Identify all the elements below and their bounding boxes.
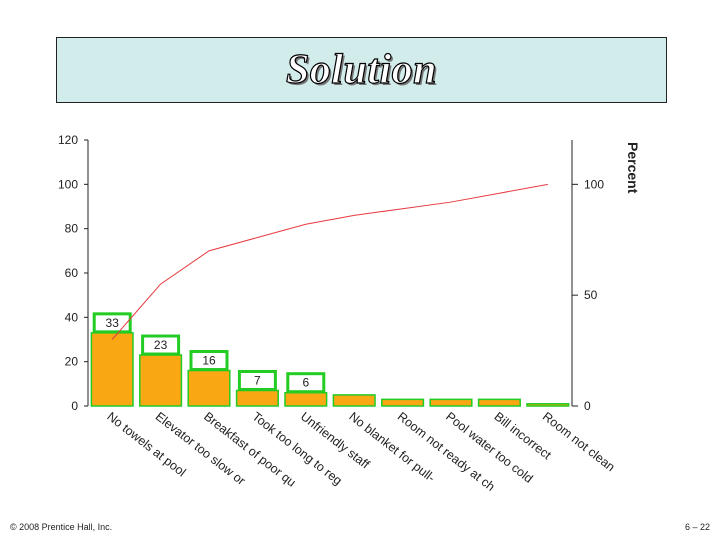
x-tick-label: Breakfast of poor qu xyxy=(201,409,298,489)
y2-tick-label: 0 xyxy=(584,399,591,413)
x-tick-label: No blanket for pull- xyxy=(346,409,437,485)
slide-title: Solution xyxy=(285,46,438,93)
x-tick-label: Pool water too cold xyxy=(443,409,535,486)
bar xyxy=(139,354,183,407)
bar-value-box xyxy=(189,350,229,372)
y2-tick-label: 50 xyxy=(584,288,598,302)
x-tick-label: Took too long to reg xyxy=(250,409,345,488)
y-tick-label: 80 xyxy=(65,222,79,236)
y-tick-label: 60 xyxy=(65,266,79,280)
copyright-footer: © 2008 Prentice Hall, Inc. xyxy=(10,522,113,532)
bar xyxy=(381,398,425,407)
x-tick-label: Room not clean xyxy=(540,409,618,474)
cumulative-percent-line xyxy=(111,183,548,340)
bar xyxy=(90,332,134,407)
bar-value-box xyxy=(141,334,181,356)
bar-value-box xyxy=(92,312,132,334)
y2-axis-label: Percent xyxy=(625,142,641,194)
bar xyxy=(429,398,473,407)
title-box: Solution xyxy=(56,37,667,103)
slide-number: 6 – 22 xyxy=(684,522,710,532)
bar-value-label: 23 xyxy=(154,338,168,352)
bar xyxy=(332,394,376,407)
bar-value-label: 16 xyxy=(202,354,216,368)
y-tick-label: 120 xyxy=(58,133,78,147)
bar-value-label: 7 xyxy=(254,373,261,387)
bar-value-label: 33 xyxy=(106,316,120,330)
bar xyxy=(284,391,328,407)
y-tick-label: 20 xyxy=(65,355,79,369)
bar-value-box xyxy=(286,372,326,394)
pareto-chart: 0 20 40 60 80 100 120 0 50 100 Percent 33 23 16 7 6 No t… xyxy=(32,126,657,506)
bar-value-label: 6 xyxy=(302,376,309,390)
bar-value-box xyxy=(237,369,277,391)
y-tick-label: 0 xyxy=(71,399,78,413)
bar xyxy=(187,369,231,407)
bar xyxy=(477,398,521,407)
y-tick-label: 100 xyxy=(58,177,78,191)
y-tick-label: 40 xyxy=(65,310,79,324)
bar xyxy=(526,403,570,407)
x-tick-label: Elevator too slow or xyxy=(153,409,248,488)
y2-tick-label: 100 xyxy=(584,177,604,191)
bar xyxy=(235,389,279,407)
